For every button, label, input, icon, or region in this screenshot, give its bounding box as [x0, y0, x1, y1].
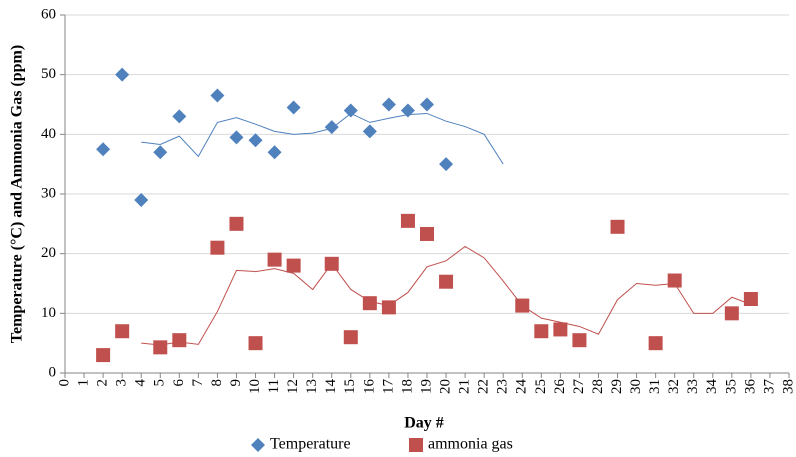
- diamond-marker: [381, 97, 396, 112]
- y-tick-label: 20: [41, 245, 56, 261]
- x-tick-label: 37: [761, 379, 777, 395]
- x-tick-label: 14: [323, 379, 339, 395]
- y-tick-label: 30: [41, 185, 56, 201]
- x-tick-label: 34: [704, 379, 720, 395]
- square-marker: [667, 273, 682, 288]
- square-marker: [648, 336, 663, 351]
- square-marker: [267, 252, 282, 267]
- x-tick-label: 28: [590, 379, 606, 394]
- square-marker: [743, 292, 758, 307]
- x-tick-label: 9: [228, 379, 244, 387]
- legend-marker: [409, 438, 423, 452]
- x-tick-label: 13: [304, 379, 320, 394]
- y-tick-label: 10: [41, 305, 56, 321]
- x-tick-label: 35: [723, 379, 739, 394]
- diamond-marker: [229, 130, 244, 145]
- y-tick-label: 60: [41, 6, 56, 22]
- x-tick-label: 8: [209, 379, 225, 387]
- x-tick-label: 36: [742, 379, 758, 395]
- square-marker: [115, 324, 130, 339]
- diamond-marker: [343, 103, 358, 118]
- x-tick-label: 29: [609, 379, 625, 394]
- x-tick-label: 6: [171, 379, 187, 387]
- diamond-marker: [362, 124, 377, 139]
- square-marker: [172, 333, 187, 348]
- square-marker: [420, 226, 434, 241]
- trend-line: [141, 245, 752, 346]
- y-tick-label: 50: [41, 66, 56, 82]
- square-marker: [96, 348, 111, 363]
- x-tick-label: 12: [285, 379, 301, 394]
- diamond-marker: [134, 192, 149, 207]
- x-tick-label: 32: [666, 379, 682, 394]
- square-marker: [362, 296, 377, 311]
- y-axis-title: Temperature (°C) and Ammonia Gas (ppm): [9, 45, 26, 343]
- x-tick-label: 5: [152, 379, 168, 387]
- square-marker: [210, 240, 225, 255]
- x-tick-label: 4: [133, 379, 149, 387]
- x-tick-label: 23: [495, 379, 511, 394]
- x-tick-label: 19: [418, 379, 434, 394]
- x-tick-label: 22: [476, 379, 492, 394]
- diamond-marker: [153, 145, 168, 160]
- legend-marker: [251, 438, 265, 452]
- x-tick-label: 38: [780, 379, 796, 394]
- x-tick-label: 31: [647, 379, 663, 394]
- y-tick-label: 0: [49, 364, 57, 380]
- x-tick-label: 21: [457, 379, 473, 394]
- x-tick-label: 20: [437, 379, 453, 394]
- x-tick-label: 2: [95, 379, 111, 387]
- x-tick-label: 3: [114, 379, 130, 387]
- square-marker: [572, 333, 587, 348]
- square-marker: [248, 336, 263, 351]
- square-marker: [153, 340, 168, 355]
- square-marker: [343, 330, 358, 345]
- diamond-marker: [96, 142, 111, 157]
- square-marker: [724, 306, 739, 321]
- diamond-marker: [324, 120, 339, 135]
- diamond-marker: [400, 103, 415, 118]
- square-marker: [439, 274, 454, 289]
- square-marker: [229, 216, 244, 231]
- x-tick-label: 26: [552, 379, 568, 395]
- x-tick-label: 16: [361, 379, 377, 395]
- x-tick-label: 17: [380, 379, 396, 395]
- square-marker: [286, 258, 301, 273]
- trend-line: [141, 112, 504, 165]
- diamond-marker: [286, 100, 301, 115]
- diamond-marker: [172, 109, 187, 124]
- diamond-marker: [267, 145, 282, 160]
- x-tick-label: 7: [190, 379, 206, 387]
- x-tick-label: 30: [628, 379, 644, 394]
- x-tick-label: 11: [266, 379, 282, 393]
- diamond-marker: [420, 97, 434, 112]
- square-marker: [553, 322, 568, 337]
- square-marker: [515, 298, 530, 313]
- x-tick-label: 33: [685, 379, 701, 394]
- x-tick-label: 27: [571, 379, 587, 395]
- x-tick-label: 24: [514, 379, 530, 395]
- x-tick-label: 18: [399, 379, 415, 394]
- x-tick-label: 10: [247, 379, 263, 394]
- diamond-marker: [439, 157, 454, 172]
- square-marker: [610, 219, 625, 234]
- legend-label: Temperature: [270, 436, 351, 453]
- x-tick-label: 25: [533, 379, 549, 394]
- x-tick-label: 1: [75, 379, 91, 387]
- diamond-marker: [115, 67, 130, 82]
- diamond-marker: [248, 133, 263, 148]
- square-marker: [324, 256, 339, 271]
- x-axis-title: Day #: [404, 415, 444, 432]
- x-tick-label: 0: [56, 379, 72, 387]
- square-marker: [534, 324, 549, 339]
- diamond-marker: [210, 88, 225, 103]
- square-marker: [400, 213, 415, 228]
- y-tick-label: 40: [41, 126, 56, 142]
- x-tick-label: 15: [342, 379, 358, 394]
- legend-label: ammonia gas: [428, 436, 513, 453]
- square-marker: [381, 300, 396, 315]
